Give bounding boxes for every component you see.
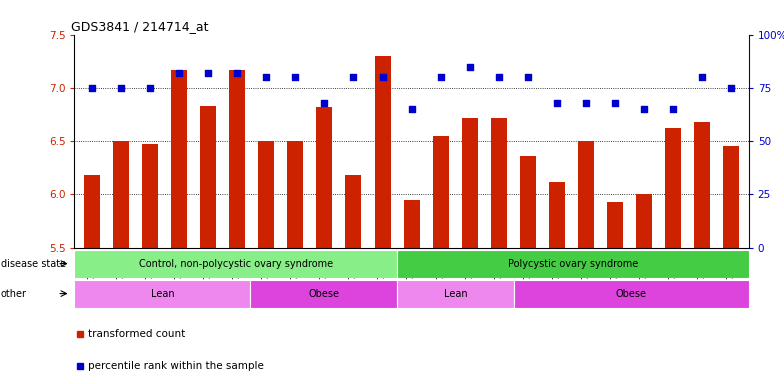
Point	[143, 85, 156, 91]
Bar	[288, 141, 303, 248]
Bar	[520, 156, 535, 248]
Bar	[113, 141, 129, 248]
Bar	[404, 200, 419, 248]
Text: Obese: Obese	[616, 288, 647, 299]
Point	[696, 74, 709, 80]
Point	[434, 74, 447, 80]
Bar	[694, 122, 710, 248]
Point	[608, 100, 621, 106]
Point	[202, 70, 215, 76]
Point	[172, 70, 185, 76]
Bar	[200, 106, 216, 248]
Text: transformed count: transformed count	[88, 329, 185, 339]
Bar	[375, 56, 390, 248]
Bar	[74, 250, 397, 278]
Text: Lean: Lean	[151, 288, 174, 299]
Bar	[250, 280, 397, 308]
Point	[667, 106, 680, 112]
Bar	[549, 182, 565, 248]
Text: GDS3841 / 214714_at: GDS3841 / 214714_at	[71, 20, 209, 33]
Point	[638, 106, 651, 112]
Point	[579, 100, 592, 106]
Text: other: other	[1, 288, 27, 299]
Bar	[258, 141, 274, 248]
Point	[114, 85, 127, 91]
Bar	[171, 70, 187, 248]
Text: percentile rank within the sample: percentile rank within the sample	[88, 361, 264, 371]
Bar	[636, 194, 652, 248]
Bar	[74, 280, 250, 308]
Point	[85, 85, 98, 91]
Point	[289, 74, 302, 80]
Bar	[462, 118, 477, 248]
Point	[492, 74, 505, 80]
Text: Control, non-polycystic ovary syndrome: Control, non-polycystic ovary syndrome	[139, 258, 332, 269]
Point	[347, 74, 360, 80]
Text: Obese: Obese	[308, 288, 339, 299]
Bar	[724, 146, 739, 248]
Point	[231, 70, 244, 76]
Point	[318, 100, 331, 106]
Point	[463, 63, 476, 70]
Bar	[142, 144, 158, 248]
Point	[405, 106, 418, 112]
Bar	[397, 250, 749, 278]
Text: Lean: Lean	[444, 288, 467, 299]
Bar	[229, 70, 245, 248]
Point	[550, 100, 563, 106]
Text: Polycystic ovary syndrome: Polycystic ovary syndrome	[508, 258, 638, 269]
Point	[260, 74, 273, 80]
Point	[376, 74, 389, 80]
Text: disease state: disease state	[1, 258, 66, 269]
Bar	[433, 136, 448, 248]
Bar	[491, 118, 506, 248]
Point	[521, 74, 534, 80]
Bar	[578, 141, 594, 248]
Bar	[317, 107, 332, 248]
Bar	[665, 128, 681, 248]
Bar	[84, 175, 100, 248]
Point	[725, 85, 738, 91]
Bar	[607, 202, 623, 248]
Bar	[346, 175, 361, 248]
Bar	[514, 280, 749, 308]
Bar	[397, 280, 514, 308]
